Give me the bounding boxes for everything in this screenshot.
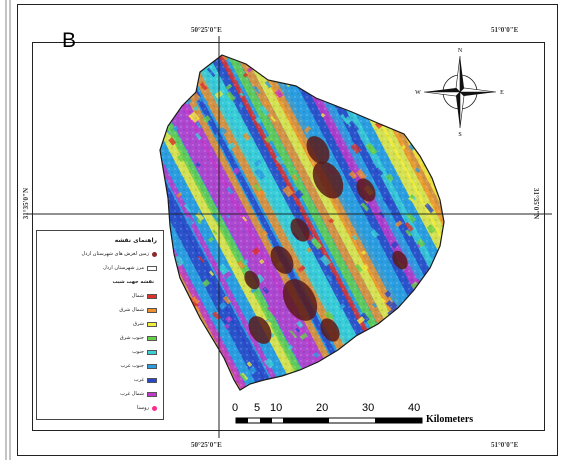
legend-swatch — [147, 335, 157, 341]
legend-item: غرب — [134, 377, 157, 383]
legend-swatch — [147, 265, 157, 271]
coord-bottom-right: 51°0'0"E — [491, 441, 519, 449]
scale-bar — [235, 417, 423, 424]
scale-tick-label: 30 — [362, 402, 375, 414]
legend-label: غرب — [133, 377, 144, 383]
coord-left-lat: 31°35'0"N — [22, 188, 30, 220]
legend-swatch — [147, 321, 157, 327]
east-letter: E — [500, 90, 504, 96]
legend-label: شمال شرق — [119, 307, 144, 313]
west-letter: W — [415, 90, 421, 96]
legend-item: زمین لغزش های شهرستان اردل — [82, 251, 157, 257]
legend-label: جنوب — [132, 349, 144, 355]
legend-item: شمال غرب — [120, 391, 157, 397]
legend-title: راهنمای نقشه — [114, 237, 157, 244]
legend-item: نقشه جهت شیب — [112, 279, 157, 285]
coord-top-right: 51°0'0"E — [491, 26, 519, 34]
legend-label: جنوب غرب — [120, 363, 144, 369]
north-letter: N — [458, 48, 463, 54]
legend-item: مرز شهرستان اردل — [103, 265, 157, 271]
panel-label: B — [62, 29, 77, 52]
coord-bottom-left: 50°25'0"E — [191, 441, 222, 449]
legend-label: روستا — [136, 405, 149, 411]
legend-item: جنوب شرق — [120, 335, 157, 341]
map-legend: راهنمای نقشه زمین لغزش های شهرستان اردل م… — [36, 230, 164, 420]
legend-swatch — [147, 293, 157, 299]
legend-label: جنوب شرق — [119, 335, 144, 341]
legend-label: شمال — [131, 293, 144, 299]
legend-swatch — [152, 251, 157, 257]
legend-swatch — [147, 391, 157, 397]
legend-swatch — [147, 377, 157, 383]
legend-swatch — [152, 405, 157, 411]
scale-tick-label: 20 — [316, 402, 329, 414]
coord-top-left: 50°25'0"E — [191, 26, 222, 34]
scale-tick-label: 5 — [254, 402, 261, 414]
outer-frame — [17, 4, 558, 456]
scale-tick-label: 40 — [408, 402, 421, 414]
legend-item: شمال — [132, 293, 157, 299]
legend-swatch — [147, 363, 157, 369]
legend-swatch — [147, 307, 157, 313]
scale-unit: Kilometers — [426, 414, 474, 425]
legend-label: زمین لغزش های شهرستان اردل — [81, 251, 149, 257]
legend-item: شرق — [133, 321, 157, 327]
coord-right-lat: 31°35'0"N — [532, 188, 540, 220]
south-letter: S — [458, 132, 461, 138]
legend-label: شرق — [133, 321, 144, 327]
legend-label: نقشه جهت شیب — [112, 279, 154, 285]
legend-swatch — [147, 349, 157, 355]
scale-tick-label: 10 — [270, 402, 283, 414]
scale-tick-label: 0 — [232, 402, 239, 414]
legend-label: شمال غرب — [120, 391, 144, 397]
left-edge-border — [5, 0, 11, 460]
legend-item: شمال شرق — [119, 307, 157, 313]
legend-item: جنوب غرب — [120, 363, 157, 369]
legend-item: روستا — [137, 405, 157, 411]
legend-item: جنوب — [132, 349, 157, 355]
legend-label: مرز شهرستان اردل — [103, 265, 144, 271]
north-arrow: N E S W — [415, 48, 504, 138]
neatline — [32, 42, 545, 431]
